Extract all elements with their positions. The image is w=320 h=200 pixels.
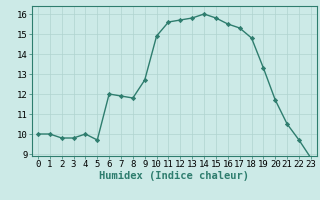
X-axis label: Humidex (Indice chaleur): Humidex (Indice chaleur)	[100, 171, 249, 181]
